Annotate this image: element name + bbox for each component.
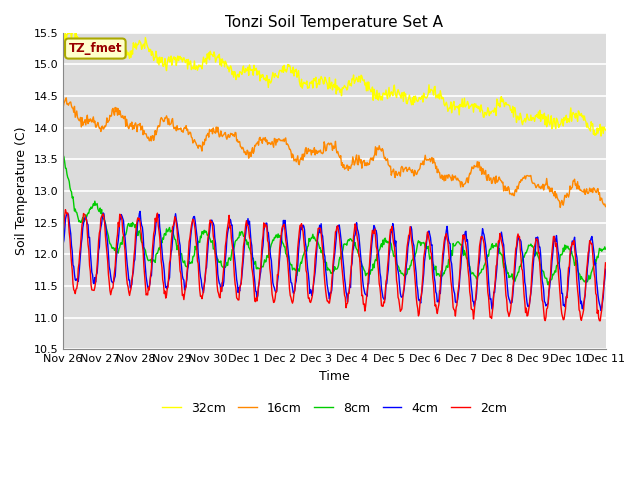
32cm — [70, 19, 78, 25]
32cm — [125, 55, 133, 61]
16cm — [180, 125, 188, 131]
2cm — [401, 271, 409, 276]
8cm — [69, 194, 77, 200]
2cm — [61, 207, 69, 213]
8cm — [602, 246, 609, 252]
2cm — [180, 290, 188, 296]
Y-axis label: Soil Temperature (C): Soil Temperature (C) — [15, 127, 28, 255]
Legend: 32cm, 16cm, 8cm, 4cm, 2cm: 32cm, 16cm, 8cm, 4cm, 2cm — [157, 397, 511, 420]
16cm — [62, 95, 70, 101]
8cm — [180, 260, 188, 265]
32cm — [209, 54, 217, 60]
16cm — [60, 105, 67, 110]
32cm — [60, 40, 67, 46]
32cm — [69, 30, 77, 36]
2cm — [209, 233, 217, 239]
2cm — [70, 287, 77, 293]
8cm — [209, 238, 216, 243]
Title: Tonzi Soil Temperature Set A: Tonzi Soil Temperature Set A — [225, 15, 444, 30]
4cm — [597, 308, 605, 313]
4cm — [401, 279, 409, 285]
8cm — [60, 152, 67, 158]
2cm — [417, 295, 424, 300]
8cm — [545, 282, 552, 288]
4cm — [69, 263, 77, 268]
32cm — [401, 93, 409, 99]
32cm — [597, 133, 605, 139]
2cm — [125, 293, 133, 299]
Line: 32cm: 32cm — [63, 22, 605, 136]
16cm — [602, 204, 609, 209]
4cm — [209, 220, 217, 226]
2cm — [602, 260, 609, 266]
4cm — [417, 300, 424, 306]
Line: 2cm: 2cm — [63, 210, 605, 321]
4cm — [180, 287, 188, 293]
32cm — [180, 57, 188, 62]
8cm — [125, 220, 132, 226]
4cm — [125, 277, 132, 283]
Line: 16cm: 16cm — [63, 98, 605, 207]
4cm — [60, 241, 67, 247]
16cm — [70, 109, 77, 115]
X-axis label: Time: Time — [319, 370, 349, 383]
16cm — [417, 160, 424, 166]
8cm — [400, 273, 408, 279]
16cm — [556, 204, 564, 210]
8cm — [416, 239, 424, 245]
16cm — [209, 125, 217, 131]
Line: 4cm: 4cm — [63, 211, 605, 311]
Text: TZ_fmet: TZ_fmet — [68, 42, 122, 55]
4cm — [602, 266, 609, 272]
32cm — [602, 127, 609, 133]
16cm — [401, 166, 409, 172]
32cm — [417, 96, 424, 102]
2cm — [60, 228, 67, 234]
2cm — [596, 318, 604, 324]
Line: 8cm: 8cm — [63, 155, 605, 285]
16cm — [125, 123, 133, 129]
4cm — [136, 208, 144, 214]
